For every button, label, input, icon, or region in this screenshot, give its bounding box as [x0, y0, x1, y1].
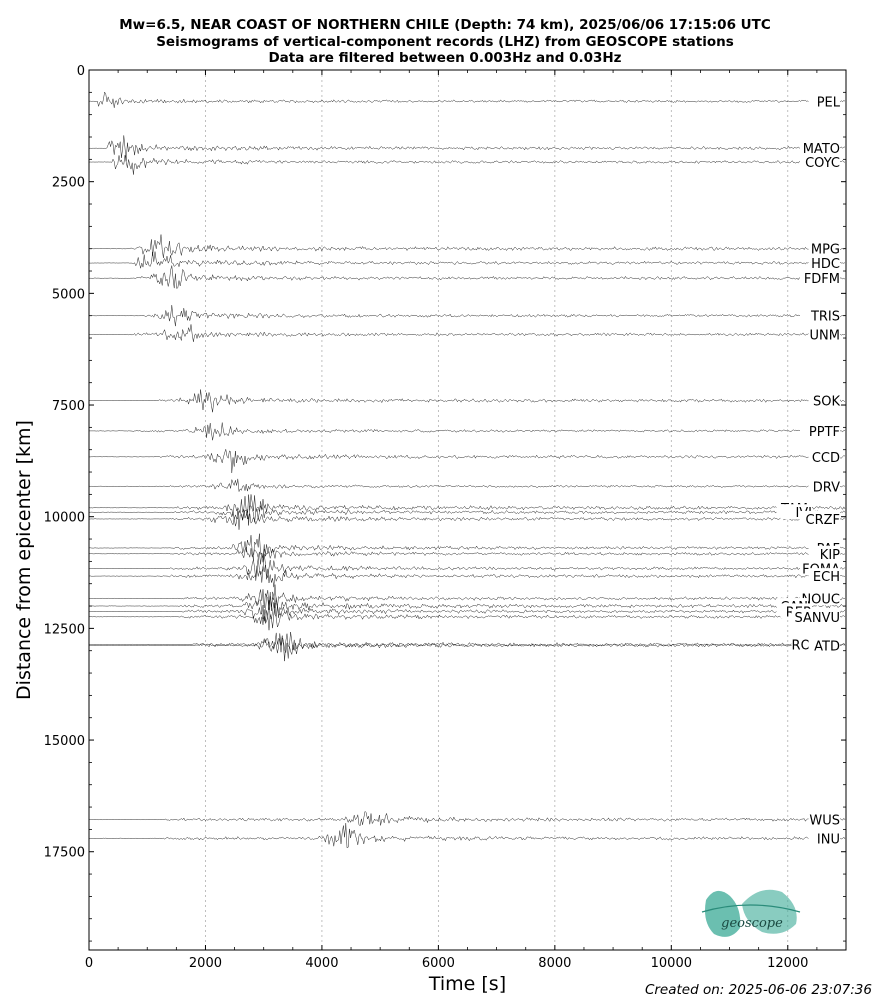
station-label-bg [808, 326, 840, 342]
trace-drv [88, 478, 846, 493]
x-tick-label: 2000 [189, 956, 222, 971]
y-tick-label: 5000 [52, 287, 85, 302]
trace-sok [88, 389, 846, 413]
station-label-fdfm: FDFM [804, 272, 840, 287]
geoscope-logo: geoscope [701, 889, 801, 937]
station-label-inu: INU [817, 832, 840, 847]
trace-crzf [88, 508, 846, 530]
logo-globe-right-lobe [742, 889, 797, 934]
logo-swoosh [701, 904, 801, 913]
station-label-coyc: COYC [805, 156, 840, 171]
trace-unm [89, 324, 846, 342]
trace-ivi [88, 505, 846, 526]
station-label-bg [808, 392, 840, 408]
seismogram-traces [88, 91, 846, 849]
trace-hdc [88, 251, 846, 269]
station-label-bg [808, 545, 840, 561]
station-label-crzf: CRZF [806, 513, 841, 528]
trace-tris [89, 305, 846, 327]
logo-wordmark: geoscope [721, 916, 783, 931]
station-label-bg [800, 510, 840, 526]
station-label-drv: DRV [813, 480, 840, 495]
y-tick-label: 7500 [52, 399, 85, 414]
x-tick-label: 6000 [422, 956, 455, 971]
station-label-bg [800, 270, 840, 286]
trace-rer [88, 600, 846, 623]
trace-mpg [88, 234, 846, 258]
station-label-bg [800, 140, 840, 156]
station-label-mato: MATO [803, 142, 840, 157]
station-label-bg [808, 93, 840, 109]
x-tick-label: 12000 [767, 956, 808, 971]
y-axis-label: Distance from epicenter [km] [13, 420, 35, 700]
station-label-kip: KIP [820, 548, 840, 563]
station-label-bg [800, 422, 840, 438]
station-label-bg [808, 811, 840, 827]
created-timestamp: Created on: 2025-06-06 23:07:36 [644, 982, 872, 998]
station-label-bg [791, 608, 840, 624]
trace-foma [89, 553, 846, 581]
trace-sanvu [88, 602, 846, 631]
chart-subtitle: Seismograms of vertical-component record… [156, 33, 734, 50]
axes: 0 2000 4000 6000 8000 10000 12000 0 2500 5000 7500… [13, 64, 847, 995]
station-label-sanvu: SANVU [794, 611, 840, 626]
station-label-pel: PEL [817, 95, 841, 110]
station-label-sok: SOK [813, 395, 840, 410]
y-tick-label: 12500 [44, 622, 85, 637]
station-label-unm: UNM [810, 328, 840, 343]
trace-paf [88, 533, 846, 561]
station-label-bg [808, 254, 840, 270]
x-axis-label: Time [s] [428, 973, 506, 995]
x-tick-label: 8000 [538, 956, 571, 971]
station-label-bg [808, 830, 840, 846]
chart-filter-note: Data are filtered between 0.003Hz and 0.… [268, 50, 622, 66]
trace-mato [88, 135, 846, 162]
y-tick-label: 10000 [44, 511, 85, 526]
chart-title: Mw=6.5, NEAR COAST OF NORTHERN CHILE (De… [119, 17, 771, 33]
y-tick-label: 0 [77, 64, 85, 79]
station-label-bg [800, 307, 840, 323]
trace-inu [88, 823, 846, 849]
plot-frame [88, 69, 847, 951]
x-tick-label: 0 [85, 956, 93, 971]
station-label-tris: TRIS [810, 310, 840, 325]
trace-atd [88, 633, 846, 659]
x-tick-label: 4000 [305, 956, 338, 971]
station-label-pptf: PPTF [809, 425, 840, 440]
station-label-bg [808, 568, 840, 584]
station-label-bg [800, 590, 840, 606]
trace-pptf [89, 422, 846, 441]
trace-ccd [88, 449, 846, 474]
trace-ech [88, 564, 846, 588]
station-label-hdc: HDC [811, 257, 840, 272]
station-label-ech: ECH [813, 570, 840, 585]
trace-tam [88, 494, 846, 520]
station-label-bg [808, 637, 840, 653]
grid-lines [205, 70, 789, 950]
trace-nouc [88, 584, 846, 610]
trace-fdfm [89, 265, 846, 289]
trace-pel [88, 91, 846, 108]
logo-globe-left-lobe [705, 890, 741, 937]
trace-coyc [88, 155, 846, 175]
trace-can [89, 590, 846, 622]
y-tick-label: 2500 [52, 176, 85, 191]
station-label-wus: WUS [809, 814, 840, 829]
trace-wus [88, 810, 846, 826]
station-label-bg [808, 240, 840, 256]
station-label-bg [800, 154, 840, 170]
trace-kip [88, 544, 846, 565]
y-tick-label: 15000 [44, 734, 85, 749]
chart-title-block: Mw=6.5, NEAR COAST OF NORTHERN CHILE (De… [0, 17, 890, 67]
station-label-bg [808, 478, 840, 494]
y-tick-label: 17500 [44, 846, 85, 861]
station-label-ccd: CCD [812, 451, 840, 466]
x-tick-label: 10000 [651, 956, 692, 971]
station-label-bg [808, 448, 840, 464]
station-label-mpg: MPG [811, 243, 840, 258]
station-label-atd: ATD [814, 639, 840, 654]
